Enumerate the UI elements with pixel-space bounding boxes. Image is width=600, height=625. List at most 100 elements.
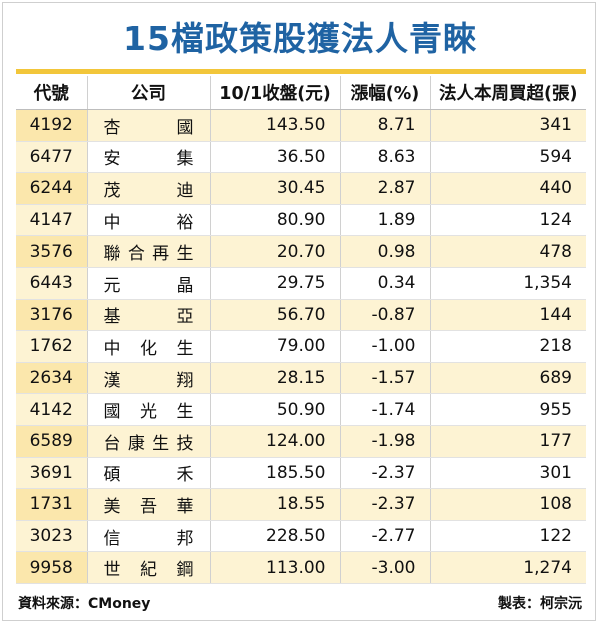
- stock-code-cell: 3691: [16, 457, 87, 490]
- company-name-cell: 碩禾: [86, 457, 210, 490]
- header-company: 公司: [86, 76, 210, 110]
- change-percent-cell: -3.00: [339, 551, 430, 584]
- stock-code-cell: 2634: [16, 362, 87, 395]
- table-row: 3023 信邦 228.50 -2.77 122: [16, 520, 586, 553]
- header-close: 10/1收盤(元): [209, 76, 340, 110]
- institutional-buy-cell: 594: [429, 141, 586, 174]
- stock-code-cell: 3576: [16, 235, 87, 268]
- change-percent-cell: -2.37: [339, 488, 430, 521]
- title-divider: [16, 69, 586, 74]
- close-price-cell: 56.70: [209, 299, 340, 332]
- stock-code-cell: 3176: [16, 299, 87, 332]
- stock-table: 代號 公司 10/1收盤(元) 漲幅(%) 法人本周買超(張) 4192 杏國 14…: [16, 76, 586, 584]
- table-row: 4192 杏國 143.50 8.71 341: [16, 109, 586, 142]
- change-percent-cell: -1.57: [339, 362, 430, 395]
- company-name-cell: 世紀鋼: [86, 551, 210, 584]
- change-percent-cell: 8.63: [339, 141, 430, 174]
- source-note: 資料來源：CMoney: [18, 596, 151, 612]
- stock-code-cell: 4142: [16, 393, 87, 426]
- close-price-cell: 80.90: [209, 204, 340, 237]
- close-price-cell: 29.75: [209, 267, 340, 300]
- company-name-cell: 基亞: [86, 299, 210, 332]
- company-name-cell: 茂迪: [86, 172, 210, 205]
- stock-code-cell: 4147: [16, 204, 87, 237]
- stock-code-cell: 6477: [16, 141, 87, 174]
- close-price-cell: 28.15: [209, 362, 340, 395]
- stock-code-cell: 3023: [16, 520, 87, 553]
- table-row: 4142 國光生 50.90 -1.74 955: [16, 393, 586, 426]
- close-price-cell: 185.50: [209, 457, 340, 490]
- close-price-cell: 18.55: [209, 488, 340, 521]
- author-note: 製表：柯宗沅: [498, 596, 582, 612]
- change-percent-cell: -1.98: [339, 425, 430, 458]
- table-row: 3691 碩禾 185.50 -2.37 301: [16, 457, 586, 490]
- institutional-buy-cell: 1,274: [429, 551, 586, 584]
- table-row: 6589 台康生技 124.00 -1.98 177: [16, 425, 586, 458]
- table-row: 1731 美吾華 18.55 -2.37 108: [16, 488, 586, 521]
- institutional-buy-cell: 124: [429, 204, 586, 237]
- institutional-buy-cell: 1,354: [429, 267, 586, 300]
- company-name-cell: 台康生技: [86, 425, 210, 458]
- company-name-cell: 中化生: [86, 330, 210, 363]
- stock-code-cell: 6589: [16, 425, 87, 458]
- table-row: 9958 世紀鋼 113.00 -3.00 1,274: [16, 551, 586, 584]
- table-row: 6244 茂迪 30.45 2.87 440: [16, 172, 586, 205]
- institutional-buy-cell: 478: [429, 235, 586, 268]
- institutional-buy-cell: 144: [429, 299, 586, 332]
- change-percent-cell: 2.87: [339, 172, 430, 205]
- change-percent-cell: -1.74: [339, 393, 430, 426]
- institutional-buy-cell: 177: [429, 425, 586, 458]
- institutional-buy-cell: 301: [429, 457, 586, 490]
- table-header-row: 代號 公司 10/1收盤(元) 漲幅(%) 法人本周買超(張): [16, 76, 586, 110]
- company-name-cell: 安集: [86, 141, 210, 174]
- company-name-cell: 聯合再生: [86, 235, 210, 268]
- close-price-cell: 20.70: [209, 235, 340, 268]
- close-price-cell: 113.00: [209, 551, 340, 584]
- header-buy: 法人本周買超(張): [429, 76, 586, 110]
- company-name-cell: 美吾華: [86, 488, 210, 521]
- stock-code-cell: 6244: [16, 172, 87, 205]
- close-price-cell: 50.90: [209, 393, 340, 426]
- table-row: 6443 元晶 29.75 0.34 1,354: [16, 267, 586, 300]
- institutional-buy-cell: 218: [429, 330, 586, 363]
- change-percent-cell: -2.77: [339, 520, 430, 553]
- table-row: 3176 基亞 56.70 -0.87 144: [16, 299, 586, 332]
- institutional-buy-cell: 341: [429, 109, 586, 142]
- close-price-cell: 228.50: [209, 520, 340, 553]
- table-row: 1762 中化生 79.00 -1.00 218: [16, 330, 586, 363]
- change-percent-cell: -2.37: [339, 457, 430, 490]
- company-name-cell: 元晶: [86, 267, 210, 300]
- table-row: 6477 安集 36.50 8.63 594: [16, 141, 586, 174]
- stock-code-cell: 6443: [16, 267, 87, 300]
- close-price-cell: 124.00: [209, 425, 340, 458]
- company-name-cell: 中裕: [86, 204, 210, 237]
- table-row: 3576 聯合再生 20.70 0.98 478: [16, 235, 586, 268]
- change-percent-cell: -0.87: [339, 299, 430, 332]
- institutional-buy-cell: 122: [429, 520, 586, 553]
- stock-code-cell: 9958: [16, 551, 87, 584]
- institutional-buy-cell: 955: [429, 393, 586, 426]
- company-name-cell: 國光生: [86, 393, 210, 426]
- table-row: 2634 漢翔 28.15 -1.57 689: [16, 362, 586, 395]
- stock-code-cell: 4192: [16, 109, 87, 142]
- change-percent-cell: 0.34: [339, 267, 430, 300]
- change-percent-cell: 1.89: [339, 204, 430, 237]
- change-percent-cell: 8.71: [339, 109, 430, 142]
- company-name-cell: 信邦: [86, 520, 210, 553]
- institutional-buy-cell: 689: [429, 362, 586, 395]
- header-change: 漲幅(%): [339, 76, 430, 110]
- header-code: 代號: [16, 76, 87, 110]
- stock-code-cell: 1731: [16, 488, 87, 521]
- institutional-buy-cell: 108: [429, 488, 586, 521]
- table-row: 4147 中裕 80.90 1.89 124: [16, 204, 586, 237]
- company-name-cell: 漢翔: [86, 362, 210, 395]
- change-percent-cell: -1.00: [339, 330, 430, 363]
- stock-code-cell: 1762: [16, 330, 87, 363]
- close-price-cell: 143.50: [209, 109, 340, 142]
- institutional-buy-cell: 440: [429, 172, 586, 205]
- close-price-cell: 36.50: [209, 141, 340, 174]
- change-percent-cell: 0.98: [339, 235, 430, 268]
- company-name-cell: 杏國: [86, 109, 210, 142]
- close-price-cell: 30.45: [209, 172, 340, 205]
